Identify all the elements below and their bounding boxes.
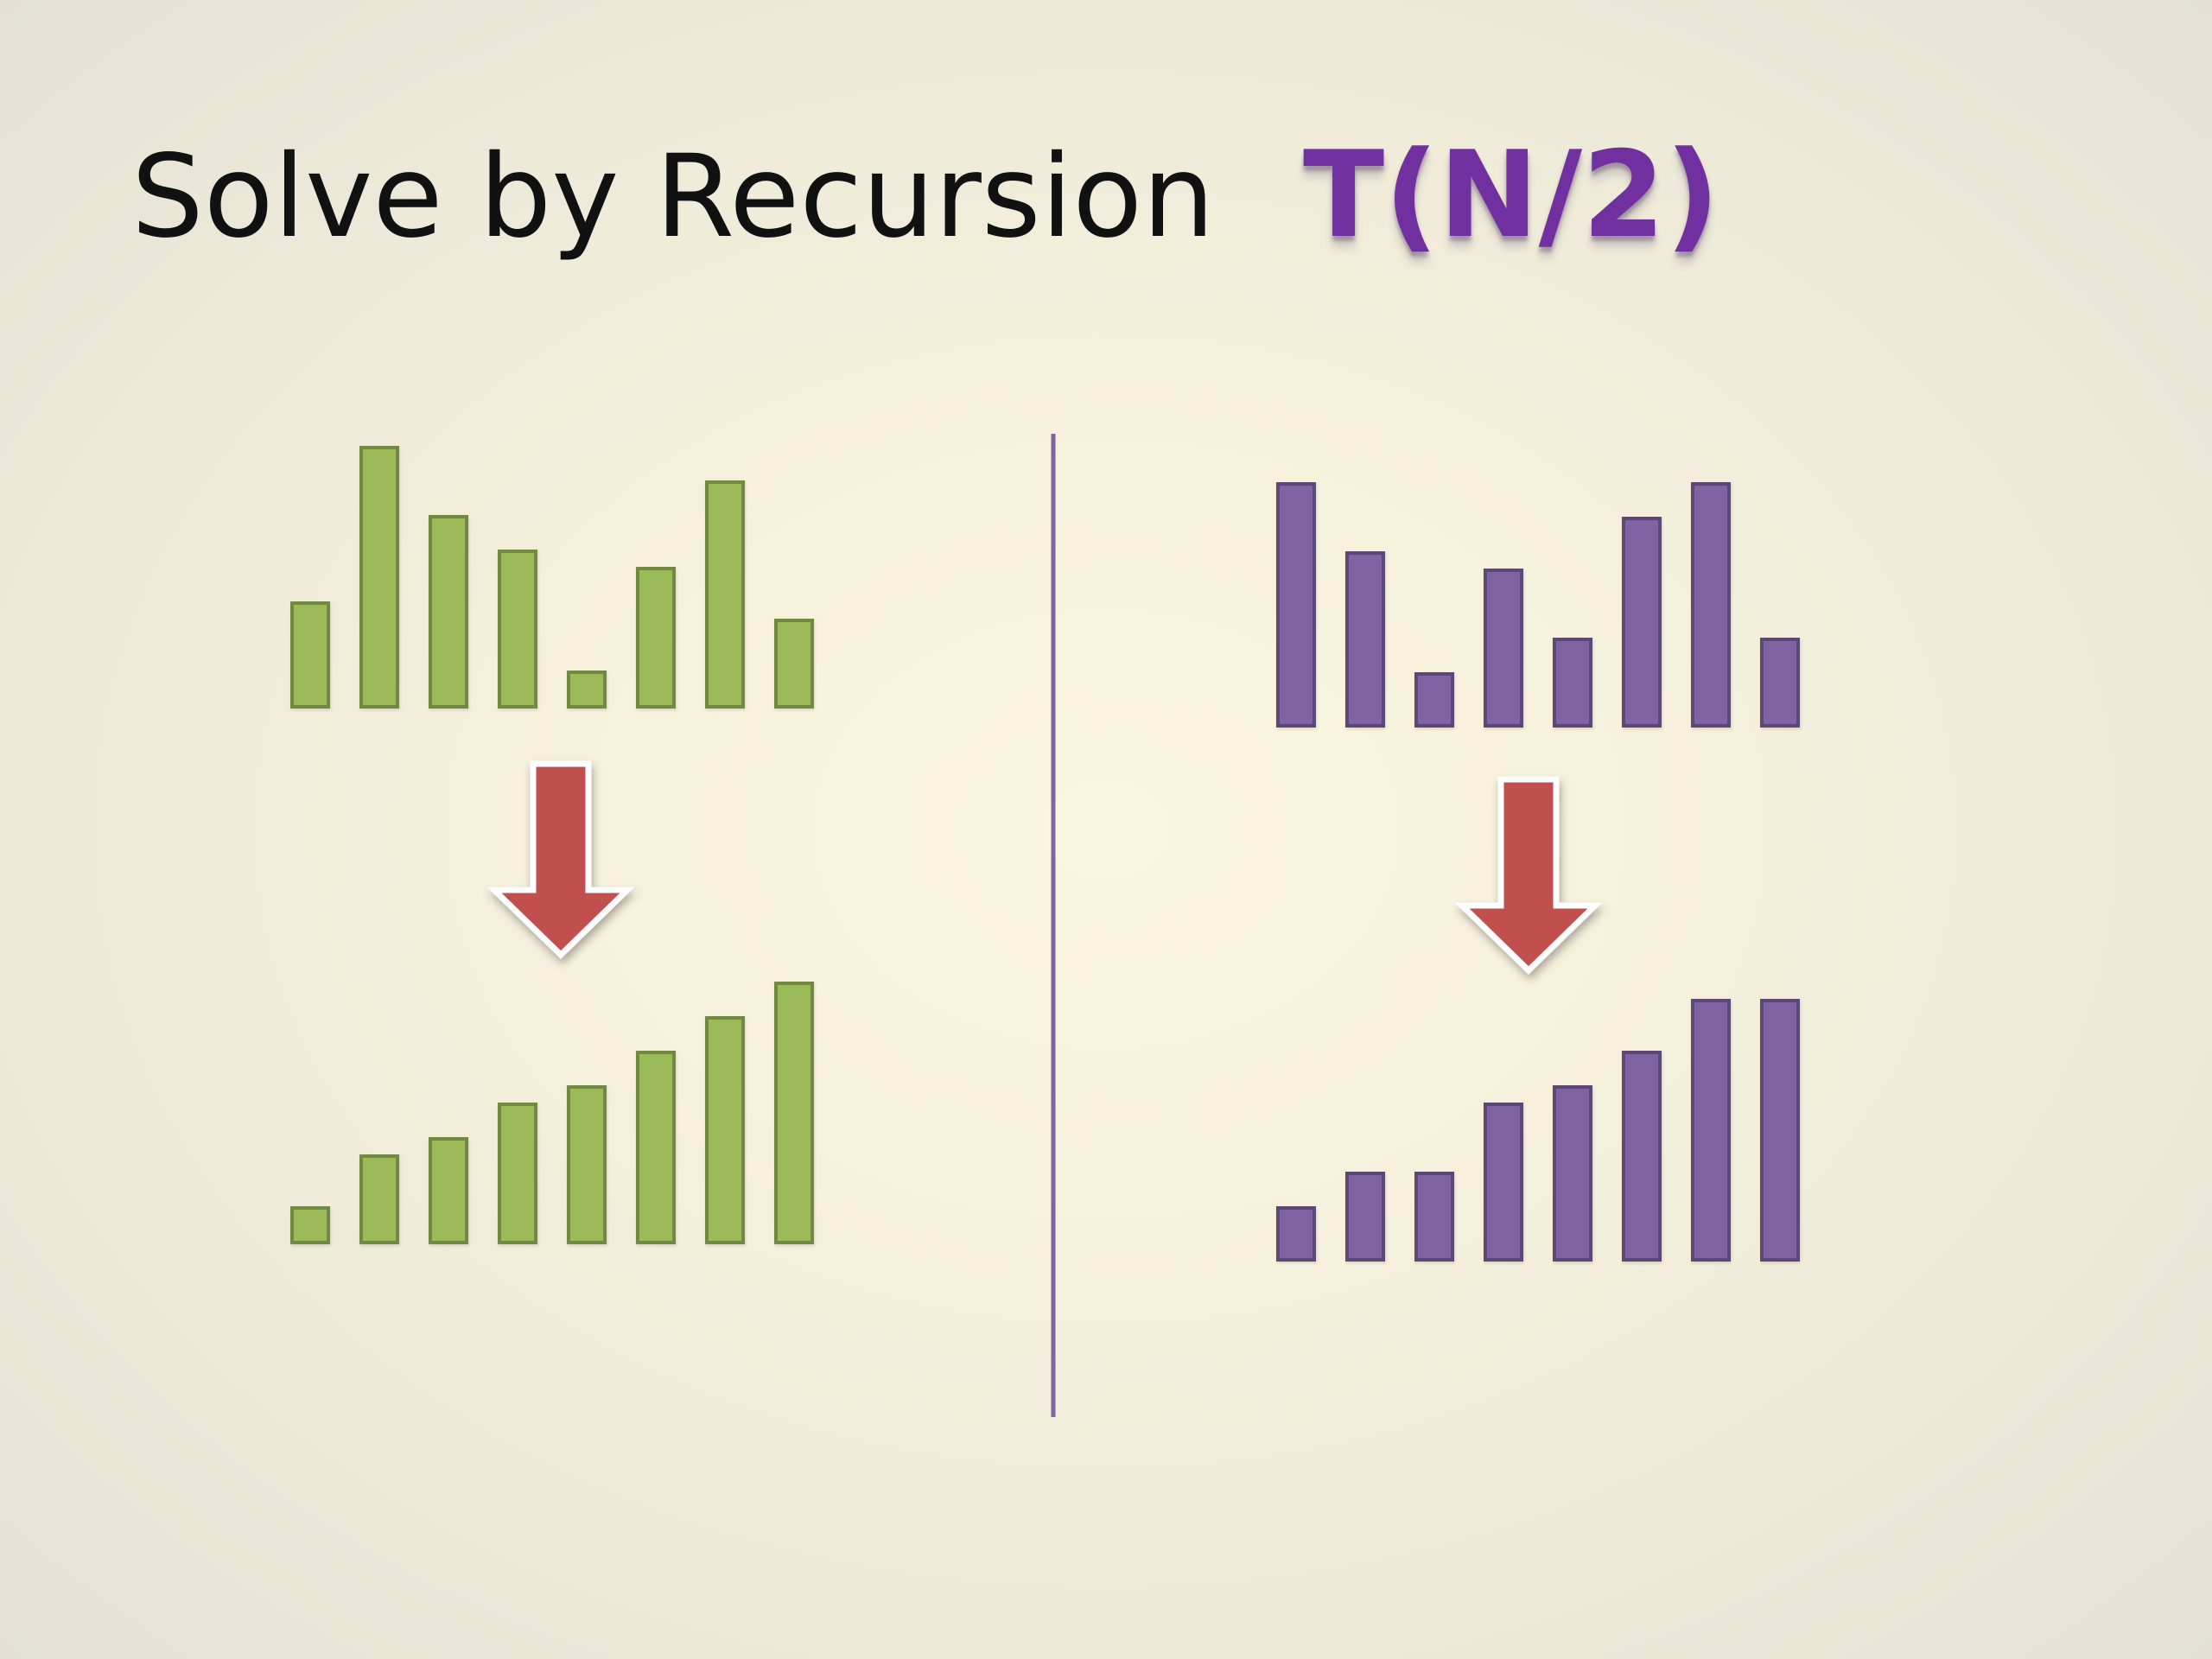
- left-unsorted-bar-3: [429, 515, 468, 709]
- left-sorted-bar-6: [636, 1051, 676, 1244]
- left-sorted-bar-2: [359, 1154, 399, 1244]
- right-sorted-bar-4: [1484, 1103, 1523, 1262]
- left-sorted-bar-8: [774, 982, 814, 1244]
- left-down-arrow: [486, 760, 635, 959]
- right-sorted-bar-3: [1414, 1172, 1454, 1262]
- left-unsorted-bars: [290, 446, 814, 709]
- left-unsorted-bar-2: [359, 446, 399, 709]
- right-unsorted-bar-2: [1345, 551, 1385, 728]
- slide-title: Solve by Recursion: [131, 130, 1215, 264]
- right-sorted-bar-6: [1622, 1051, 1662, 1262]
- right-unsorted-bar-7: [1691, 482, 1731, 728]
- right-sorted-bars: [1276, 999, 1800, 1262]
- left-sorted-bar-1: [290, 1206, 330, 1244]
- left-sorted-bars: [290, 982, 814, 1244]
- right-sorted-bar-7: [1691, 999, 1731, 1262]
- recurrence-formula: T(N/2): [1303, 125, 1720, 264]
- left-unsorted-bar-5: [567, 671, 607, 709]
- right-unsorted-bar-3: [1414, 672, 1454, 728]
- right-unsorted-bar-1: [1276, 482, 1316, 728]
- right-unsorted-bars: [1276, 482, 1800, 728]
- right-unsorted-bar-8: [1760, 638, 1800, 728]
- left-sorted-bar-4: [498, 1103, 537, 1244]
- right-unsorted-bar-6: [1622, 517, 1662, 728]
- right-sorted-bar-1: [1276, 1206, 1316, 1262]
- left-unsorted-bar-7: [705, 480, 745, 709]
- left-sorted-bar-7: [705, 1016, 745, 1244]
- left-unsorted-bar-4: [498, 550, 537, 709]
- right-sorted-bar-2: [1345, 1172, 1385, 1262]
- right-unsorted-bar-4: [1484, 569, 1523, 728]
- left-unsorted-bar-1: [290, 601, 330, 709]
- right-sorted-bar-8: [1760, 999, 1800, 1262]
- left-unsorted-bar-8: [774, 619, 814, 709]
- left-unsorted-bar-6: [636, 567, 676, 709]
- right-down-arrow: [1454, 776, 1603, 975]
- left-sorted-bar-3: [429, 1137, 468, 1244]
- right-sorted-bar-5: [1553, 1085, 1592, 1262]
- right-unsorted-bar-5: [1553, 638, 1592, 728]
- left-sorted-bar-5: [567, 1085, 607, 1244]
